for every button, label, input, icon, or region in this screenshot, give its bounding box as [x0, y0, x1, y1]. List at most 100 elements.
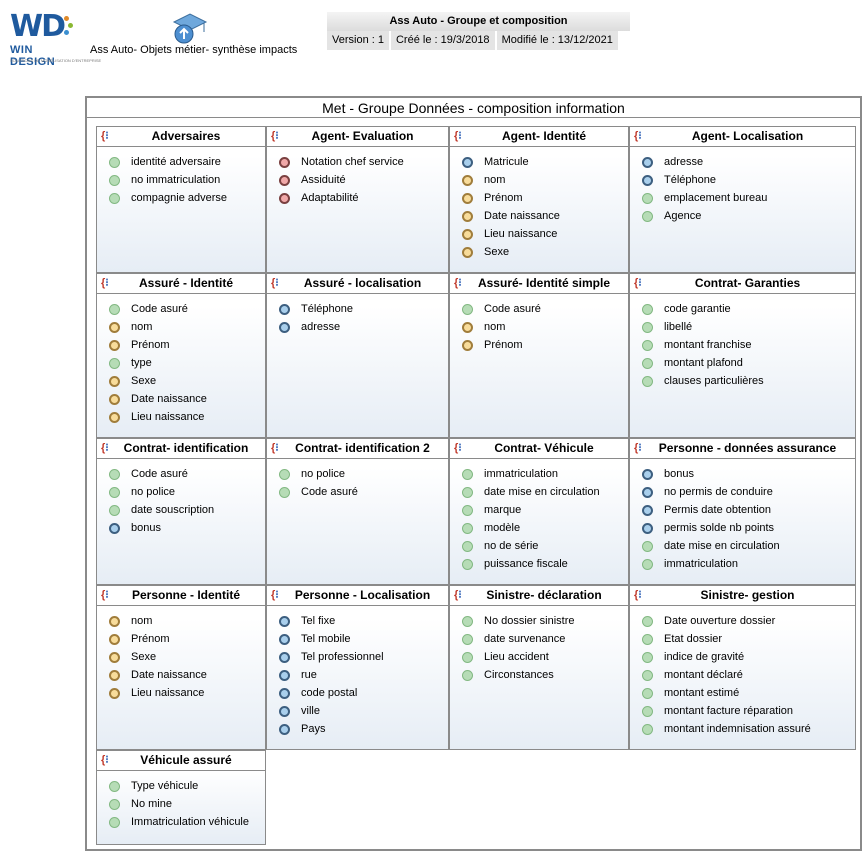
attribute-item[interactable]: Pays	[277, 721, 448, 739]
attribute-item[interactable]: libellé	[640, 319, 855, 337]
attribute-item[interactable]: no de série	[460, 538, 628, 556]
attribute-item[interactable]: Agence	[640, 208, 855, 226]
attribute-item[interactable]: Sexe	[107, 649, 265, 667]
attribute-item[interactable]: emplacement bureau	[640, 190, 855, 208]
attribute-item[interactable]: marque	[460, 502, 628, 520]
attribute-item[interactable]: Lieu naissance	[460, 226, 628, 244]
attribute-item[interactable]: Type véhicule	[107, 778, 265, 796]
attribute-item[interactable]: bonus	[107, 520, 265, 538]
attribute-item[interactable]: indice de gravité	[640, 649, 855, 667]
group-card[interactable]: {⁝ Sinistre- gestion Date ouverture dossie…	[629, 585, 856, 750]
attribute-item[interactable]: Adaptabilité	[277, 190, 448, 208]
attribute-item[interactable]: Code asuré	[107, 466, 265, 484]
attribute-item[interactable]: montant plafond	[640, 355, 855, 373]
attribute-item[interactable]: montant indemnisation assuré	[640, 721, 855, 739]
attribute-item[interactable]: date souscription	[107, 502, 265, 520]
attribute-item[interactable]: Date naissance	[460, 208, 628, 226]
attribute-item[interactable]: type	[107, 355, 265, 373]
attribute-item[interactable]: Matricule	[460, 154, 628, 172]
attribute-item[interactable]: No mine	[107, 796, 265, 814]
attribute-item[interactable]: adresse	[640, 154, 855, 172]
attribute-item[interactable]: montant déclaré	[640, 667, 855, 685]
attribute-item[interactable]: no police	[277, 466, 448, 484]
attribute-item[interactable]: montant facture réparation	[640, 703, 855, 721]
attribute-item[interactable]: modèle	[460, 520, 628, 538]
attribute-item[interactable]: Immatriculation véhicule	[107, 814, 265, 832]
attribute-item[interactable]: identité adversaire	[107, 154, 265, 172]
attribute-label: No mine	[131, 798, 172, 810]
attribute-item[interactable]: puissance fiscale	[460, 556, 628, 574]
attribute-item[interactable]: clauses particulières	[640, 373, 855, 391]
group-card[interactable]: {⁝ Contrat- identification Code asuré no po…	[96, 438, 266, 585]
attribute-item[interactable]: date mise en circulation	[640, 538, 855, 556]
group-card[interactable]: {⁝ Personne - données assurance bonus no pe…	[629, 438, 856, 585]
attribute-item[interactable]: Code asuré	[277, 484, 448, 502]
status-blue-icon	[642, 469, 653, 480]
attribute-item[interactable]: rue	[277, 667, 448, 685]
attribute-item[interactable]: compagnie adverse	[107, 190, 265, 208]
attribute-item[interactable]: Date ouverture dossier	[640, 613, 855, 631]
group-card[interactable]: {⁝ Contrat- Véhicule immatriculation date m…	[449, 438, 629, 585]
attribute-item[interactable]: Code asuré	[460, 301, 628, 319]
attribute-item[interactable]: code garantie	[640, 301, 855, 319]
attribute-item[interactable]: Notation chef service	[277, 154, 448, 172]
attribute-item[interactable]: Permis date obtention	[640, 502, 855, 520]
group-card[interactable]: {⁝ Assuré- Identité simple Code asuré nom Pr…	[449, 273, 629, 438]
attribute-item[interactable]: Etat dossier	[640, 631, 855, 649]
attribute-label: No dossier sinistre	[484, 615, 575, 627]
attribute-item[interactable]: montant estimé	[640, 685, 855, 703]
attribute-item[interactable]: Date naissance	[107, 391, 265, 409]
attribute-item[interactable]: Sexe	[460, 244, 628, 262]
group-card[interactable]: {⁝ Adversaires identité adversaire no immat…	[96, 126, 266, 273]
attribute-item[interactable]: Prénom	[107, 337, 265, 355]
attribute-item[interactable]: Lieu accident	[460, 649, 628, 667]
attribute-item[interactable]: nom	[107, 613, 265, 631]
attribute-item[interactable]: Prénom	[107, 631, 265, 649]
attribute-item[interactable]: Lieu naissance	[107, 685, 265, 703]
group-card[interactable]: {⁝ Contrat- Garanties code garantie libellé…	[629, 273, 856, 438]
attribute-item[interactable]: adresse	[277, 319, 448, 337]
group-card[interactable]: {⁝ Agent- Identité Matricule nom Prénom Date …	[449, 126, 629, 273]
group-card[interactable]: {⁝ Agent- Localisation adresse Téléphone emp…	[629, 126, 856, 273]
attribute-item[interactable]: immatriculation	[640, 556, 855, 574]
attribute-item[interactable]: Date naissance	[107, 667, 265, 685]
attribute-item[interactable]: Téléphone	[640, 172, 855, 190]
attribute-item[interactable]: Sexe	[107, 373, 265, 391]
attribute-item[interactable]: no immatriculation	[107, 172, 265, 190]
attribute-item[interactable]: Circonstances	[460, 667, 628, 685]
attribute-item[interactable]: montant franchise	[640, 337, 855, 355]
attribute-item[interactable]: nom	[460, 172, 628, 190]
attribute-item[interactable]: Tel mobile	[277, 631, 448, 649]
group-card[interactable]: {⁝ Contrat- identification 2 no police Code…	[266, 438, 449, 585]
attribute-item[interactable]: nom	[460, 319, 628, 337]
attribute-item[interactable]: ville	[277, 703, 448, 721]
attribute-item[interactable]: date survenance	[460, 631, 628, 649]
group-card[interactable]: {⁝ Assuré - localisation Téléphone adresse	[266, 273, 449, 438]
attribute-item[interactable]: nom	[107, 319, 265, 337]
attribute-item[interactable]: bonus	[640, 466, 855, 484]
attribute-item[interactable]: Code asuré	[107, 301, 265, 319]
status-blue-icon	[642, 175, 653, 186]
attribute-item[interactable]: Lieu naissance	[107, 409, 265, 427]
status-yellow-icon	[462, 247, 473, 258]
attribute-item[interactable]: immatriculation	[460, 466, 628, 484]
attribute-item[interactable]: Téléphone	[277, 301, 448, 319]
group-card[interactable]: {⁝ Assuré - Identité Code asuré nom Prénom ty…	[96, 273, 266, 438]
attribute-item[interactable]: Prénom	[460, 190, 628, 208]
attribute-item[interactable]: code postal	[277, 685, 448, 703]
group-card[interactable]: {⁝ Véhicule assuré Type véhicule No mine Imm…	[96, 750, 266, 845]
group-card[interactable]: {⁝ Personne - Localisation Tel fixe Tel mob…	[266, 585, 449, 750]
attribute-item[interactable]: permis solde nb points	[640, 520, 855, 538]
attribute-item[interactable]: Prénom	[460, 337, 628, 355]
attribute-item[interactable]: Tel fixe	[277, 613, 448, 631]
attribute-item[interactable]: no permis de conduire	[640, 484, 855, 502]
attribute-item[interactable]: Tel professionnel	[277, 649, 448, 667]
group-braces-icon: {⁝	[101, 277, 109, 289]
attribute-item[interactable]: No dossier sinistre	[460, 613, 628, 631]
attribute-item[interactable]: Assiduité	[277, 172, 448, 190]
group-card[interactable]: {⁝ Sinistre- déclaration No dossier sinist…	[449, 585, 629, 750]
attribute-item[interactable]: date mise en circulation	[460, 484, 628, 502]
group-card[interactable]: {⁝ Personne - Identité nom Prénom Sexe Date n…	[96, 585, 266, 750]
group-card[interactable]: {⁝ Agent- Evaluation Notation chef service…	[266, 126, 449, 273]
attribute-item[interactable]: no police	[107, 484, 265, 502]
